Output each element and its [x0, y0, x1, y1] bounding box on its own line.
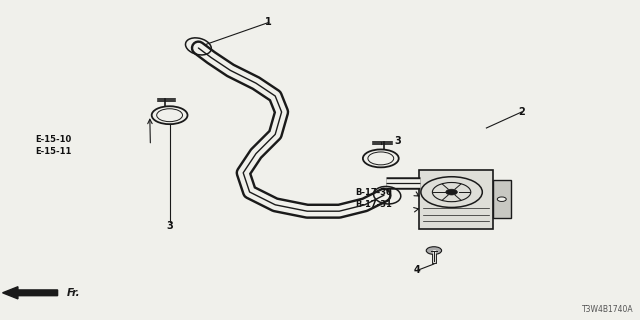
Text: 2: 2: [518, 107, 525, 117]
Text: Fr.: Fr.: [67, 288, 81, 298]
Text: 3: 3: [166, 220, 173, 231]
Text: 4: 4: [414, 265, 420, 276]
Text: 1: 1: [266, 17, 272, 28]
FancyArrow shape: [3, 287, 58, 299]
FancyBboxPatch shape: [493, 180, 511, 218]
Circle shape: [497, 197, 506, 202]
Circle shape: [446, 189, 458, 195]
Text: T3W4B1740A: T3W4B1740A: [582, 305, 634, 314]
Text: 3: 3: [395, 136, 401, 146]
Text: E-15-10
E-15-11: E-15-10 E-15-11: [35, 135, 72, 156]
Circle shape: [426, 247, 442, 254]
FancyBboxPatch shape: [419, 170, 493, 229]
Text: B-17-30
B-17-31: B-17-30 B-17-31: [355, 188, 392, 209]
